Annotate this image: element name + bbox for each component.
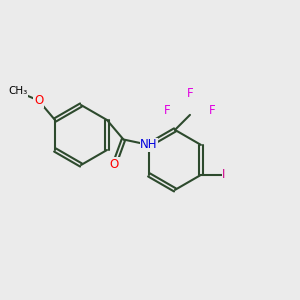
Text: F: F [187,87,193,100]
Text: O: O [34,94,43,107]
Text: F: F [209,104,216,117]
Text: F: F [164,104,171,117]
Text: CH₃: CH₃ [8,86,27,97]
Text: O: O [110,158,119,171]
Text: I: I [222,168,226,182]
Text: NH: NH [140,138,158,152]
